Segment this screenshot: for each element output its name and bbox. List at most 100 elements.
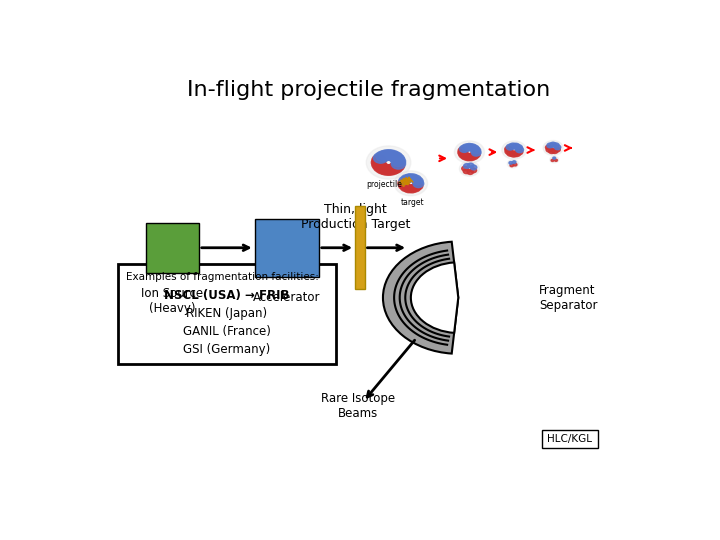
- Circle shape: [388, 152, 402, 163]
- Circle shape: [410, 175, 421, 183]
- Circle shape: [399, 177, 410, 185]
- Circle shape: [407, 185, 418, 193]
- Circle shape: [508, 160, 518, 168]
- Text: Rare Isotope
Beams: Rare Isotope Beams: [321, 392, 395, 420]
- Circle shape: [554, 145, 561, 150]
- Circle shape: [512, 143, 520, 149]
- Circle shape: [374, 162, 388, 172]
- Circle shape: [459, 151, 469, 158]
- Circle shape: [471, 151, 480, 158]
- Circle shape: [509, 143, 517, 149]
- Circle shape: [379, 150, 393, 160]
- Circle shape: [515, 145, 523, 151]
- Circle shape: [412, 182, 423, 190]
- Circle shape: [382, 165, 397, 176]
- Bar: [355, 206, 364, 289]
- Circle shape: [505, 146, 513, 152]
- Circle shape: [461, 153, 470, 160]
- Circle shape: [401, 175, 412, 183]
- Circle shape: [458, 147, 468, 154]
- Circle shape: [458, 149, 467, 157]
- Circle shape: [454, 141, 485, 163]
- Circle shape: [505, 148, 513, 154]
- Circle shape: [553, 143, 559, 148]
- Bar: [118, 265, 336, 364]
- Circle shape: [547, 143, 554, 148]
- Text: target: target: [401, 198, 424, 207]
- Circle shape: [510, 151, 518, 157]
- Circle shape: [469, 145, 480, 152]
- Circle shape: [513, 151, 521, 157]
- Circle shape: [376, 164, 390, 174]
- Circle shape: [550, 156, 559, 163]
- Circle shape: [462, 144, 472, 151]
- Circle shape: [513, 161, 516, 164]
- Circle shape: [399, 181, 409, 190]
- Circle shape: [390, 154, 405, 164]
- Text: Thin, light
Production Target: Thin, light Production Target: [301, 202, 410, 231]
- Circle shape: [413, 177, 423, 185]
- Circle shape: [467, 144, 477, 151]
- Circle shape: [379, 165, 393, 175]
- Circle shape: [466, 153, 476, 160]
- Bar: [255, 219, 319, 277]
- Circle shape: [546, 145, 552, 150]
- Circle shape: [394, 171, 428, 196]
- Circle shape: [543, 140, 563, 156]
- Circle shape: [507, 151, 515, 156]
- Text: HLC/KGL: HLC/KGL: [547, 434, 593, 444]
- Circle shape: [552, 148, 558, 153]
- Circle shape: [515, 149, 523, 155]
- Text: Accelerator: Accelerator: [253, 292, 320, 305]
- Circle shape: [376, 151, 390, 161]
- Circle shape: [472, 149, 481, 156]
- Circle shape: [464, 153, 473, 161]
- Circle shape: [502, 141, 526, 159]
- Circle shape: [410, 184, 420, 192]
- Text: Fragment
Separator: Fragment Separator: [539, 284, 598, 312]
- Text: NSCL (USA) → FRIB: NSCL (USA) → FRIB: [164, 289, 289, 302]
- Circle shape: [513, 163, 517, 166]
- Circle shape: [385, 150, 400, 161]
- Circle shape: [413, 180, 424, 187]
- Text: Ion Source
(Heavy): Ion Source (Heavy): [141, 287, 203, 315]
- Bar: [542, 430, 598, 448]
- Circle shape: [463, 169, 469, 174]
- Circle shape: [546, 147, 552, 152]
- Circle shape: [464, 144, 474, 151]
- Text: projectile: projectile: [366, 180, 402, 190]
- Circle shape: [403, 185, 414, 193]
- Circle shape: [385, 164, 400, 175]
- Text: Examples of fragmentation facilities:: Examples of fragmentation facilities:: [126, 272, 319, 282]
- Circle shape: [391, 158, 405, 169]
- Circle shape: [469, 152, 478, 160]
- Circle shape: [470, 165, 477, 170]
- Circle shape: [553, 157, 556, 159]
- Circle shape: [390, 161, 405, 171]
- Circle shape: [374, 153, 388, 163]
- Circle shape: [398, 179, 409, 187]
- Circle shape: [509, 161, 513, 164]
- Circle shape: [400, 184, 411, 192]
- Circle shape: [464, 164, 470, 168]
- Circle shape: [467, 163, 474, 168]
- Circle shape: [372, 157, 386, 168]
- Circle shape: [366, 146, 411, 179]
- Wedge shape: [383, 242, 459, 354]
- Wedge shape: [411, 262, 459, 333]
- Circle shape: [471, 147, 481, 154]
- Circle shape: [551, 159, 554, 161]
- Circle shape: [459, 161, 480, 176]
- Circle shape: [382, 150, 397, 160]
- Bar: [145, 223, 199, 273]
- Circle shape: [388, 163, 402, 173]
- Circle shape: [470, 168, 477, 173]
- Circle shape: [554, 147, 560, 152]
- Text: In-flight projectile fragmentation: In-flight projectile fragmentation: [187, 80, 551, 100]
- Circle shape: [462, 166, 468, 171]
- Circle shape: [506, 144, 514, 150]
- Circle shape: [408, 174, 418, 182]
- Text: RIKEN (Japan): RIKEN (Japan): [186, 307, 267, 320]
- Circle shape: [549, 148, 555, 153]
- Circle shape: [510, 164, 513, 167]
